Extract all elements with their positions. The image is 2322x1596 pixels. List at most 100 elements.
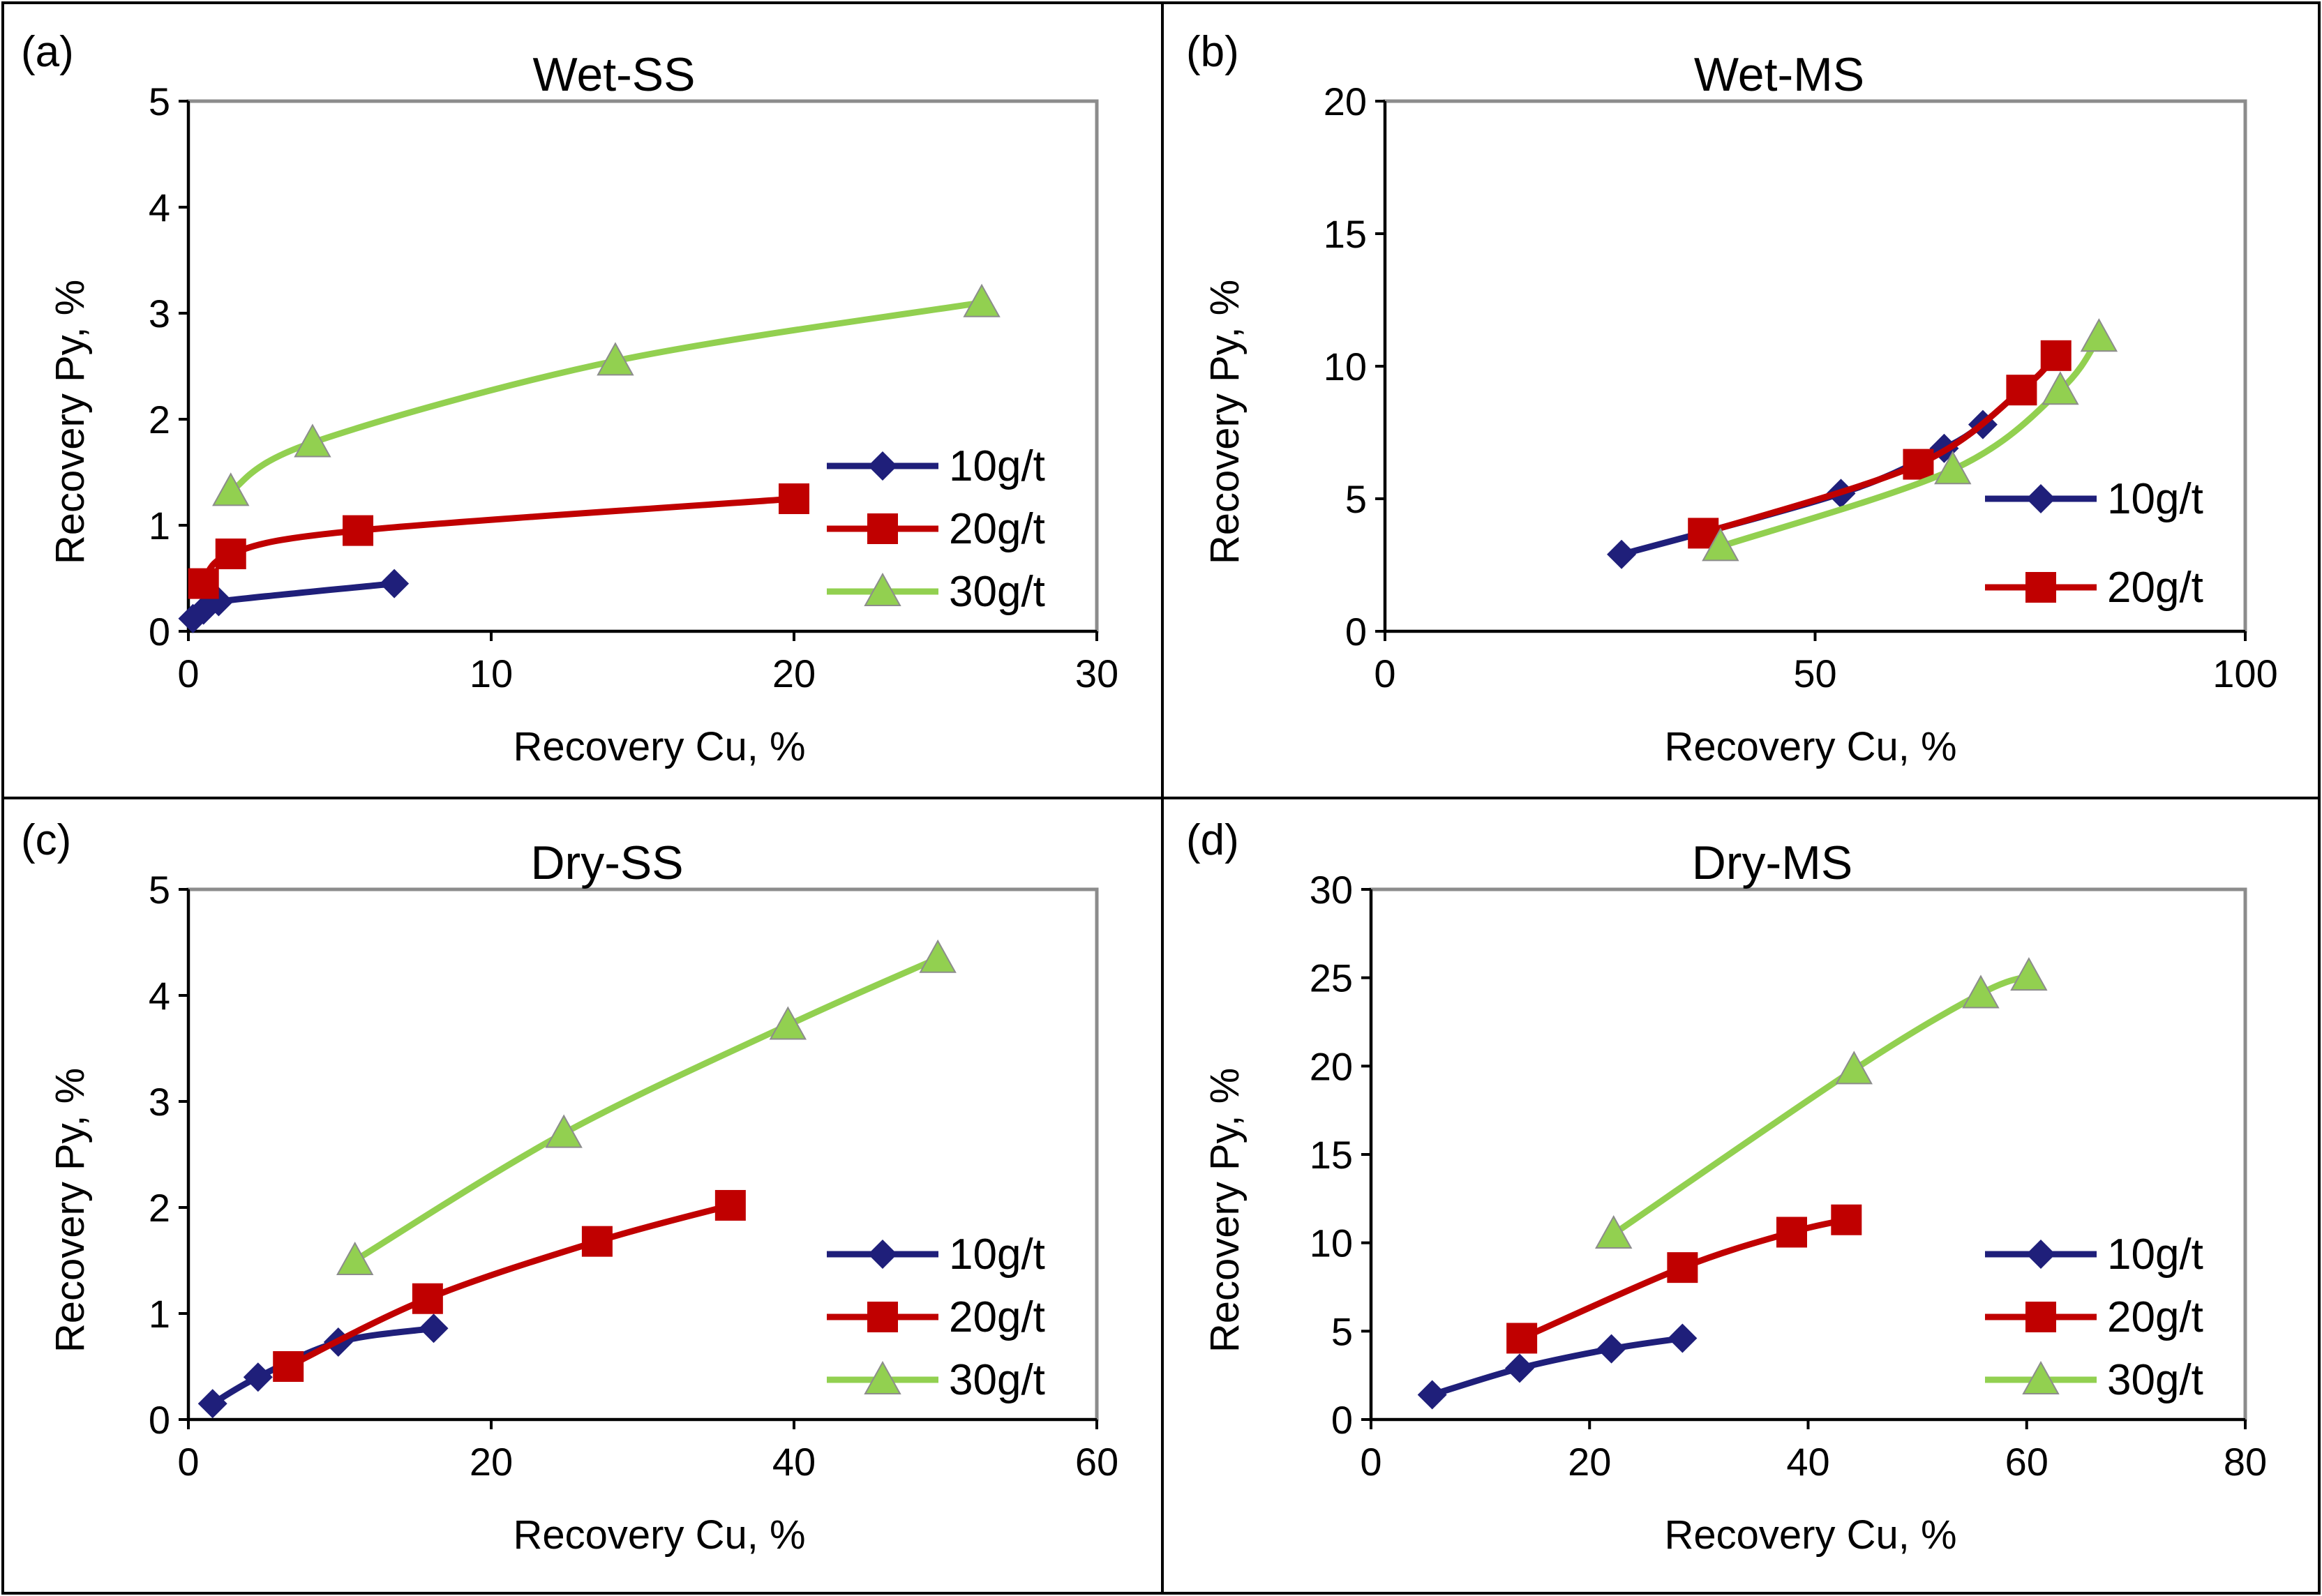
data-point-20g/t — [1667, 1252, 1698, 1283]
data-point-30g/t — [597, 342, 634, 376]
panel-b: (b) Wet-MS Recovery Cu, % Recovery Py, %… — [1186, 28, 2278, 769]
legend-marker — [2026, 1240, 2055, 1269]
series-line-30g/t — [227, 299, 985, 495]
data-point-30g/t — [1934, 451, 1972, 485]
y-tick-label: 10 — [1310, 1221, 1353, 1265]
x-tick-label: 20 — [1568, 1440, 1611, 1484]
series-line-30g/t — [352, 955, 941, 1264]
axis-ticks: 0 1 2 3 4 5 0 20 40 60 — [149, 868, 1118, 1484]
x-tick-label: 60 — [2005, 1440, 2048, 1484]
panel-a: (a) Wet-SS Recovery Cu, % Recovery Py, %… — [21, 28, 1118, 769]
data-point-30g/t — [336, 1241, 374, 1275]
legend-marker — [864, 572, 901, 606]
plot-area — [186, 887, 1099, 1422]
y-tick-label: 0 — [1345, 610, 1367, 654]
y-tick-label: 20 — [1324, 80, 1367, 123]
series-line-30g/t — [1610, 972, 2032, 1237]
legend-marker — [868, 451, 897, 481]
data-point-10g/t — [1668, 1323, 1698, 1353]
data-point-30g/t — [963, 283, 1001, 317]
x-tick-label: 0 — [177, 652, 199, 695]
data-point-20g/t — [2006, 375, 2037, 406]
y-tick-label: 5 — [1331, 1309, 1353, 1353]
y-tick-label: 4 — [149, 186, 170, 229]
x-tick-label: 20 — [772, 652, 816, 695]
axis-ticks: 0 5 10 15 20 0 50 100 — [1324, 80, 2278, 695]
y-axis-label: Recovery Py, % — [47, 1068, 93, 1353]
data-point-20g/t — [1506, 1323, 1538, 1354]
y-tick-label: 5 — [149, 80, 170, 123]
legend-marker — [867, 1302, 898, 1332]
legend-marker — [2022, 1360, 2060, 1394]
y-axis-label: Recovery Py, % — [1202, 1068, 1248, 1353]
x-tick-label: 40 — [772, 1440, 816, 1484]
axis-ticks: 0 5 10 15 20 25 30 0 20 40 60 80 — [1310, 868, 2267, 1484]
panel-c: (c) Dry-SS Recovery Cu, % Recovery Py, %… — [21, 816, 1118, 1558]
series-line-10g/t — [1618, 421, 1986, 558]
panel-label: (c) — [21, 816, 71, 864]
legend-marker — [868, 1240, 897, 1269]
data-point-20g/t — [273, 1351, 304, 1382]
y-tick-label: 0 — [149, 1398, 170, 1442]
y-tick-label: 5 — [1345, 477, 1367, 521]
data-point-10g/t — [197, 1389, 227, 1419]
data-point-10g/t — [243, 1362, 273, 1392]
x-tick-label: 0 — [177, 1440, 199, 1484]
legend-label: 10g/t — [2107, 475, 2203, 523]
data-point-10g/t — [1417, 1380, 1447, 1410]
y-tick-label: 3 — [149, 1080, 170, 1124]
series-line-20g/t — [1518, 1217, 1850, 1341]
legend-label: 30g/t — [2107, 1356, 2203, 1404]
plot-area — [1383, 99, 2247, 633]
data-point-20g/t — [714, 1189, 746, 1221]
y-tick-label: 10 — [1324, 345, 1367, 389]
legend-marker — [2025, 572, 2056, 603]
y-tick-label: 1 — [149, 1292, 170, 1336]
data-point-20g/t — [412, 1283, 443, 1314]
plot-area — [186, 99, 1099, 633]
chart-title: Wet-SS — [532, 48, 695, 101]
series-line-20g/t — [285, 1202, 734, 1370]
data-point-10g/t — [1596, 1334, 1626, 1364]
data-point-20g/t — [1776, 1217, 1808, 1248]
legend-marker — [2026, 484, 2055, 513]
legend-marker — [2025, 1302, 2056, 1332]
legend-label: 20g/t — [949, 1293, 1045, 1341]
panel-label: (b) — [1186, 28, 1239, 76]
chart-title: Dry-SS — [530, 836, 683, 889]
y-tick-label: 2 — [149, 398, 170, 442]
data-point-30g/t — [2010, 957, 2048, 991]
series-line-20g/t — [1700, 352, 2060, 536]
y-tick-label: 20 — [1310, 1044, 1353, 1088]
x-tick-label: 100 — [2212, 652, 2277, 695]
x-axis-label: Recovery Cu, % — [513, 1512, 805, 1558]
legend: 10g/t 20g/t 30g/t — [827, 442, 1045, 616]
legend-label: 30g/t — [949, 1356, 1045, 1404]
data-point-20g/t — [215, 539, 246, 570]
series-layer — [1417, 957, 2048, 1410]
series-line-30g/t — [1717, 333, 2102, 550]
x-axis-label: Recovery Cu, % — [1664, 724, 1956, 769]
y-tick-label: 25 — [1310, 956, 1353, 1000]
panel-label: (a) — [21, 28, 74, 76]
x-tick-label: 60 — [1075, 1440, 1118, 1484]
data-point-20g/t — [779, 483, 809, 514]
y-tick-label: 15 — [1324, 212, 1367, 256]
y-axis-label: Recovery Py, % — [1202, 280, 1248, 564]
series-line-20g/t — [200, 495, 797, 587]
data-point-30g/t — [1702, 527, 1739, 562]
x-tick-label: 0 — [1360, 1440, 1381, 1484]
axis-ticks: 0 1 2 3 4 5 0 10 20 30 — [149, 80, 1118, 695]
x-tick-label: 80 — [2224, 1440, 2267, 1484]
legend-label: 20g/t — [2107, 564, 2203, 612]
x-tick-label: 0 — [1374, 652, 1395, 695]
legend: 10g/t 20g/t — [1985, 475, 2203, 612]
panel-label: (d) — [1186, 816, 1239, 864]
data-point-30g/t — [1962, 974, 2000, 1009]
x-axis-label: Recovery Cu, % — [1664, 1512, 1956, 1558]
data-point-30g/t — [919, 939, 957, 973]
data-point-30g/t — [294, 423, 331, 458]
chart-title: Dry-MS — [1692, 836, 1852, 889]
data-point-30g/t — [545, 1114, 583, 1148]
